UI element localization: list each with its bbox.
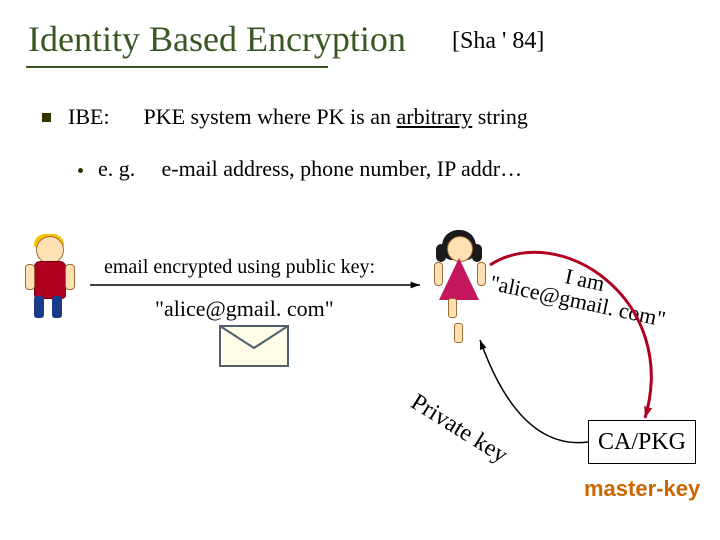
ibe-def-pre: PKE system where PK is an [144,104,397,129]
citation: [Sha ' 84] [452,28,544,55]
encrypted-with-label: email encrypted using public key: [104,256,375,279]
eg-label: e. g. [98,156,156,182]
bullet-square-icon [42,113,51,122]
ca-pkg-label: CA/PKG [598,429,686,455]
ibe-def-post: string [472,104,528,129]
slide-title: Identity Based Encryption [28,18,406,60]
title-underline [26,66,328,68]
ibe-label: IBE: [68,104,138,130]
ibe-example-line: e. g. e-mail address, phone number, IP a… [98,156,522,182]
ca-pkg-box: CA/PKG [588,420,696,464]
ibe-definition-line: IBE: PKE system where PK is an arbitrary… [68,104,528,130]
identity-claim-label: I am "alice@gmail. com" [496,252,672,331]
private-key-arrow [480,340,588,443]
envelope-icon [220,326,288,366]
eg-text: e-mail address, phone number, IP addr… [162,156,523,181]
private-key-label: Private key [406,389,512,469]
public-key-text: "alice@gmail. com" [155,296,334,322]
envelope-arrow [90,282,420,289]
bullet-dot-icon [78,168,83,173]
slide: Identity Based Encryption [Sha ' 84] IBE… [0,0,720,540]
ibe-def-underlined: arbitrary [396,104,472,129]
master-key-label: master-key [584,476,700,502]
